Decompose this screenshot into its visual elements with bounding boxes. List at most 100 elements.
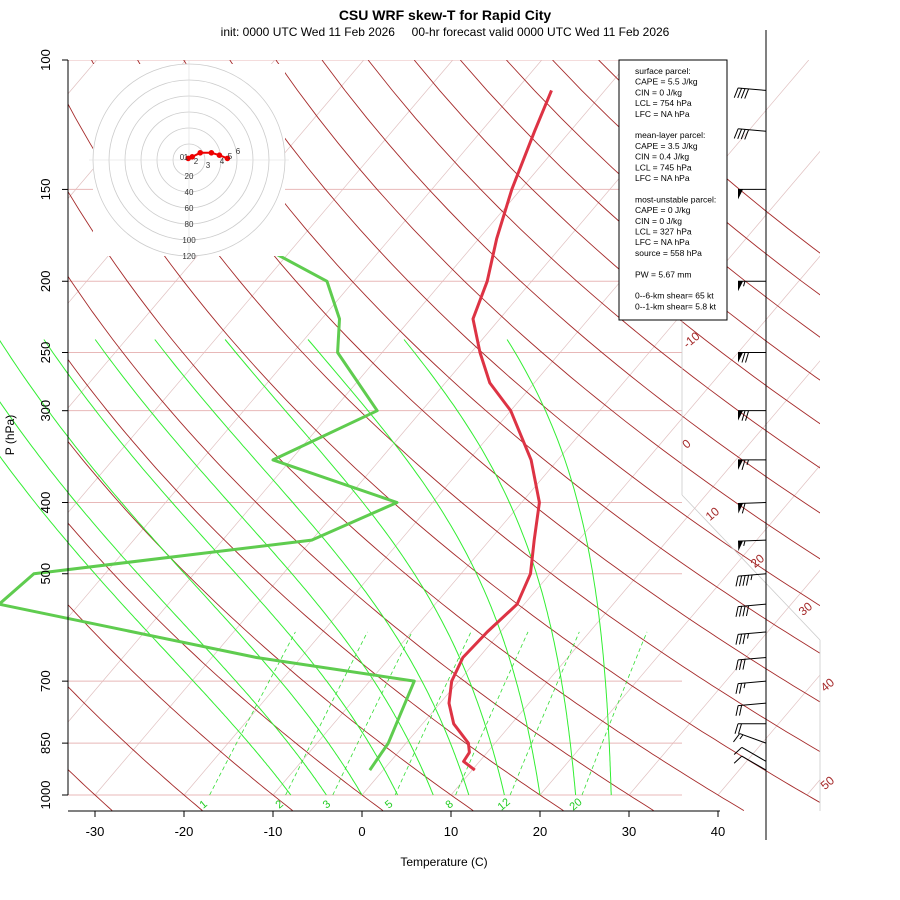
dry-adiabat: [183, 60, 820, 654]
barb-flag: [741, 459, 746, 471]
barb-flag: [734, 723, 739, 734]
barb-half-flag: [746, 459, 749, 466]
mixing-ratio-line: [509, 631, 580, 796]
barb-flag: [740, 88, 746, 99]
barb-flag: [737, 128, 743, 139]
info-box-frame: [618, 59, 728, 321]
isotherm: [896, 60, 900, 795]
info-line: LCL = 327 hPa: [635, 227, 692, 237]
barb-half-flag: [747, 633, 750, 639]
x-tick-label: -20: [175, 824, 194, 839]
dry-adiabat: [68, 604, 293, 811]
isotherm: [272, 150, 820, 796]
barb-flag: [745, 352, 749, 363]
y-tick-label: 300: [38, 400, 53, 422]
isotherm-label: 40: [818, 675, 837, 695]
barb-flag: [745, 575, 750, 586]
dewpoint-line: [0, 189, 416, 771]
hodograph-point-label: 2: [194, 157, 199, 166]
dry-adiabat: [91, 60, 820, 753]
dry-adiabat: [68, 686, 203, 811]
barb-staff: [738, 656, 767, 661]
isotherm-label: 0: [679, 436, 693, 451]
isotherm: [68, 60, 543, 618]
isotherm: [539, 465, 820, 796]
isotherm-label: 50: [818, 773, 837, 793]
info-line: surface parcel:: [635, 66, 691, 76]
moist-adiabat: [94, 339, 434, 796]
dry-adiabat: [367, 60, 820, 469]
wind-barb: [738, 410, 766, 421]
barb-flag: [738, 659, 743, 670]
dry-adiabat: [321, 60, 820, 514]
barb-staff: [737, 502, 767, 504]
moist-adiabat: [0, 455, 292, 796]
barb-flag: [733, 755, 743, 764]
barb-flag: [733, 747, 743, 755]
wind-barb: [733, 128, 767, 140]
y-tick-label: 100: [38, 49, 53, 71]
sounding-profiles: [0, 89, 553, 772]
barb-pennant: [738, 540, 744, 552]
info-line: LFC = NA hPa: [635, 237, 690, 247]
y-tick-label: 500: [38, 563, 53, 585]
info-line: LFC = NA hPa: [635, 109, 690, 119]
info-line: 0--6-km shear= 65 kt: [635, 291, 714, 301]
info-line: most-unstable parcel:: [635, 194, 716, 204]
wind-barb: [738, 280, 766, 292]
mixing-ratio-line: [332, 631, 413, 796]
info-line: 0--1-km shear= 5.8 kt: [635, 301, 717, 311]
barb-flag: [735, 634, 739, 645]
dry-adiabat: [229, 60, 820, 607]
dry-adiabat: [275, 60, 820, 560]
dry-adiabat: [68, 358, 564, 811]
wind-barb: [735, 680, 767, 694]
mixing-ratio-label: 3: [321, 798, 333, 811]
hodograph-point-label: 5: [228, 152, 233, 161]
info-line: LCL = 745 hPa: [635, 162, 692, 172]
isotherm: [68, 60, 454, 514]
hodograph-point-label: 6: [236, 147, 241, 156]
barb-flag: [735, 659, 739, 671]
y-tick-label: 400: [38, 492, 53, 514]
barb-flag: [737, 88, 743, 99]
wind-barb: [734, 723, 766, 734]
barb-pennant: [738, 503, 744, 514]
barb-flag: [738, 606, 743, 617]
moist-adiabat: [224, 339, 505, 796]
barb-flag: [733, 733, 741, 743]
wind-barbs: [733, 30, 767, 840]
hodograph-point: [189, 154, 195, 160]
right-border: [681, 494, 821, 641]
wind-barb: [738, 188, 766, 200]
barb-flag: [741, 410, 746, 421]
info-line: mean-layer parcel:: [635, 130, 705, 140]
barb-flag: [742, 605, 746, 617]
hodograph-point: [208, 150, 215, 156]
x-tick-label: 0: [358, 824, 365, 839]
mixing-ratio-label: 8: [443, 798, 455, 811]
mixing-ratio-line: [209, 631, 296, 796]
barb-flag: [740, 129, 746, 140]
info-line: CAPE = 0 J/kg: [635, 205, 691, 215]
barb-flag: [742, 575, 746, 586]
moist-adiabat: [506, 339, 612, 795]
moist-adiabats: [0, 339, 612, 796]
barb-flag: [738, 705, 743, 716]
wind-barb: [733, 87, 767, 99]
wind-barb: [735, 631, 767, 645]
info-line: CIN = 0 J/kg: [635, 87, 682, 97]
barb-staff: [741, 755, 767, 771]
barb-flag: [738, 683, 743, 694]
chart-title: CSU WRF skew-T for Rapid City: [339, 7, 552, 23]
isotherm-label: 30: [796, 599, 815, 619]
barb-staff: [738, 631, 767, 635]
hodograph-point-label: 1: [184, 153, 189, 162]
y-tick-label: 150: [38, 179, 53, 201]
moist-adiabat: [0, 339, 363, 796]
info-line: LFC = NA hPa: [635, 173, 690, 183]
barb-flag: [738, 575, 743, 587]
